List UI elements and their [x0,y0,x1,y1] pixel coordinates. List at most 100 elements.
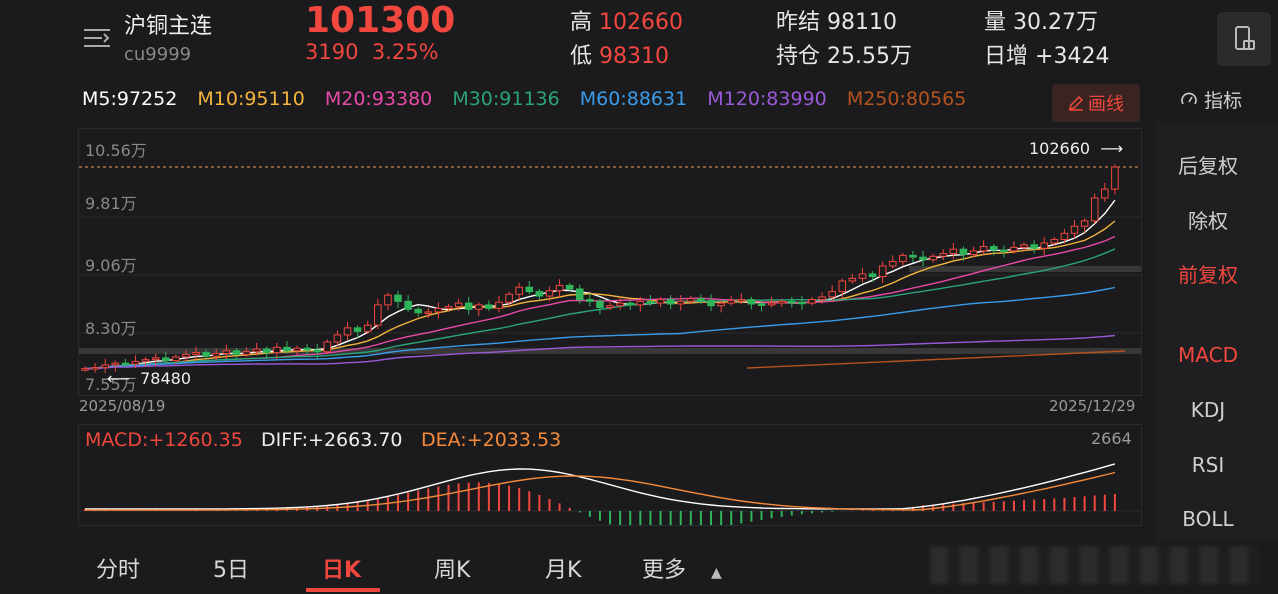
draw-line-button[interactable]: 画线 [1052,84,1140,122]
change-value: 3190 [305,40,359,64]
gauge-icon [1181,92,1197,105]
candle-body [545,290,554,297]
candle-body [363,324,372,332]
candle-body [848,277,857,282]
side-item-forward-adjust[interactable]: 前复权 [1178,263,1238,287]
draw-line-label: 画线 [1088,94,1124,115]
ma-line-250 [746,350,1126,369]
candle-body [646,300,655,304]
period-tabs: 分时 5日 日K 周K 月K 更多 ▲ [0,540,1278,594]
orientation-button[interactable] [1217,12,1271,66]
candle-body [969,250,978,255]
candle-body [111,362,120,366]
side-item-macd[interactable]: MACD [1178,343,1238,367]
tab-weekly-k[interactable]: 周K [434,558,471,583]
tab-monthly-k[interactable]: 月K [545,558,582,583]
indicator-button[interactable]: 指标 [1180,86,1242,113]
candle-body [404,300,412,310]
ma-60: M60:88631 [579,88,688,110]
side-item-back-adjust[interactable]: 后复权 [1178,154,1238,178]
active-tab-indicator [306,588,380,592]
last-price: 101300 [305,0,456,41]
candle-body [192,352,200,355]
candle-body [687,298,695,302]
candle-body [101,364,109,369]
prev-settle-value: 98110 [827,10,898,35]
side-item-ex-right[interactable]: 除权 [1188,209,1228,233]
candle-body [262,348,271,354]
candle-body [757,303,766,306]
ma-20: M20:93380 [324,88,433,110]
side-item-boll[interactable]: BOLL [1182,507,1234,531]
candle-body [828,291,836,298]
candle-body [1080,220,1089,227]
candle-body [91,367,99,370]
candle-body [121,362,130,366]
dea-value: DEA:+2033.53 [421,429,562,451]
ma-legend: M5:97252 M10:95110 M20:93380 M30:91136 M… [82,88,980,110]
candle-body [979,246,988,252]
y-tick-label: 10.56万 [85,141,147,160]
candle-body [939,253,948,257]
daily-increase-stat: 日增 +3424 [984,44,1110,69]
kline-chart[interactable]: 10.56万 9.81万 9.06万 8.30万 7.55万 102660 ⟶ … [78,128,1142,415]
candle-body [656,299,665,304]
candle-body [858,273,867,279]
macd-chart[interactable]: MACD:+1260.35 DIFF:+2663.70 DEA:+2033.53… [78,424,1142,534]
ma-line-120 [84,334,1115,370]
candle-body [1030,244,1038,249]
candle-body [586,299,594,302]
candle-body [767,302,776,306]
candle-body [1070,225,1079,234]
support-band [909,266,1141,272]
candle-body [959,248,968,255]
candle-body [384,294,392,306]
symbol-name[interactable]: 沪铜主连 [124,14,213,39]
side-item-rsi[interactable]: RSI [1191,453,1225,477]
candle-body [202,352,210,357]
tab-5day[interactable]: 5日 [213,558,249,583]
candle-body [353,327,362,332]
candle-body [1101,188,1109,199]
dea-line [85,471,1116,511]
candle-body [505,293,513,303]
macd-bars [84,482,1116,534]
candle-body [606,305,614,309]
candle-body [464,302,473,310]
menu-icon[interactable] [82,24,112,52]
candle-body [182,353,190,358]
candle-body [293,347,301,352]
quote-header: 沪铜主连 cu9999 101300 3190 3.25% 高 102660 低… [0,0,1278,78]
candle-body [555,284,564,292]
arrow-left-icon: ⟵ [107,369,136,388]
side-item-kdj[interactable]: KDJ [1190,398,1226,422]
tab-more[interactable]: 更多 ▲ [642,558,722,583]
tab-daily-k[interactable]: 日K [322,558,362,583]
ma-line-5 [84,199,1116,370]
candle-body [374,304,382,326]
candle-body [454,302,463,308]
high-value: 102660 [599,10,683,35]
volume-value: 30.27万 [1013,10,1098,35]
macd-lines [85,463,1116,511]
candle-body [808,299,816,304]
daily-increase-value: +3424 [1035,44,1110,69]
candle-body [151,357,160,361]
candle-body [333,334,342,343]
diff-line [85,463,1116,510]
candle-body [636,300,645,306]
candle-body [394,294,402,302]
candle-body [1010,246,1018,252]
candle-body [303,347,311,351]
candle-body [1060,232,1069,240]
ma-30: M30:91136 [452,88,560,110]
candle-body [798,301,806,305]
candle-body [878,265,887,278]
macd-canvas [79,463,1141,534]
volume-stat: 量 30.27万 [984,10,1098,35]
candle-body [697,298,705,301]
y-tick-label: 9.06万 [85,256,137,275]
candle-body [273,346,281,354]
tab-intraday[interactable]: 分时 [96,558,141,583]
macd-top-value: 2664 [1091,429,1132,448]
